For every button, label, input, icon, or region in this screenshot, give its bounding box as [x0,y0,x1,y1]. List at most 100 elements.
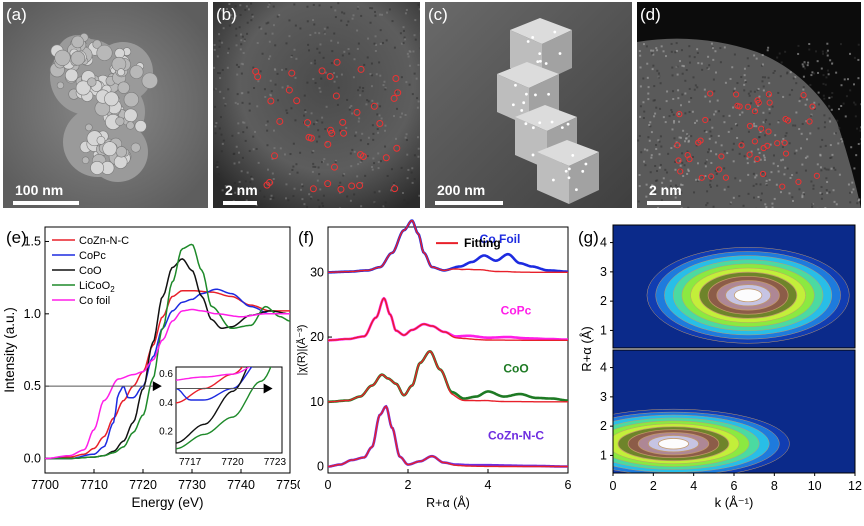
noise-speck [693,88,696,91]
noise-speck [860,103,861,106]
single-atom-marker [326,73,334,81]
noise-speck [313,23,316,26]
y-tick-label: 0.0 [24,452,41,466]
noise-speck [857,43,860,46]
noise-speck [215,122,218,125]
single-atom-marker [684,152,691,159]
noise-speck [276,72,279,75]
noise-speck [828,105,831,108]
noise-speck [850,146,853,149]
noise-speck [681,72,684,75]
noise-speck [779,191,782,194]
noise-speck [650,156,653,159]
noise-speck [272,178,275,181]
noise-speck [360,14,363,17]
noise-speck [717,134,720,137]
x-tick-label: 0 [610,479,617,493]
noise-speck [781,158,784,161]
noise-speck [715,153,718,156]
noise-speck [729,202,732,205]
noise-speck [240,185,243,188]
noise-speck [669,179,672,182]
noise-speck [351,148,354,151]
noise-speck [264,32,267,35]
noise-speck [216,165,219,168]
noise-speck [399,32,402,35]
noise-speck [304,110,307,113]
single-atom-marker [755,99,762,106]
noise-speck [639,115,642,118]
noise-speck [743,155,746,158]
noise-speck [852,188,855,191]
noise-speck [335,75,338,78]
noise-speck [706,67,709,70]
noise-speck [316,119,319,122]
x-tick-label: 7720 [129,478,157,492]
particle [92,39,102,49]
noise-speck [778,52,781,55]
particle [87,77,97,87]
noise-speck [682,65,685,68]
single-atom-marker [800,92,807,99]
noise-speck [697,178,700,181]
noise-speck [318,51,321,54]
noise-speck [322,204,325,207]
panel-label: (f) [298,228,314,247]
noise-speck [753,125,756,128]
noise-speck [682,129,685,132]
noise-speck [322,56,325,59]
single-atom-marker [746,122,754,130]
noise-speck [741,140,744,143]
noise-speck [664,121,667,124]
noise-speck [239,13,242,16]
noise-speck [361,132,364,135]
noise-speck [823,167,826,170]
noise-speck [357,42,360,45]
single-atom-marker [806,118,813,125]
micrograph-c-image [425,2,632,208]
noise-speck [694,84,697,87]
noise-speck [376,113,379,116]
noise-speck [773,197,776,200]
noise-speck [240,43,243,46]
noise-speck [679,104,682,107]
noise-speck [367,37,370,40]
particle [117,68,125,77]
noise-speck [309,197,312,200]
noise-speck [214,125,217,128]
noise-speck [330,62,333,65]
noise-speck [681,183,684,186]
noise-speck [680,49,683,52]
single-atom-marker [707,90,714,97]
noise-speck [664,55,667,58]
noise-speck [638,185,641,188]
noise-speck [311,170,314,173]
noise-speck [765,206,768,208]
noise-speck [821,192,824,195]
noise-speck [301,198,304,201]
single-atom-marker [702,116,709,124]
noise-speck [239,4,242,7]
noise-speck [371,165,374,168]
surface-particle [538,52,542,56]
noise-speck [373,202,376,205]
noise-speck [239,33,242,36]
noise-speck [318,173,321,176]
noise-speck [384,88,387,91]
cube-top [515,105,577,131]
noise-speck [804,103,807,106]
noise-speck [657,72,660,75]
noise-speck [793,152,796,155]
noise-speck [685,137,688,140]
particle [115,146,128,158]
noise-speck [415,77,418,80]
noise-speck [672,90,675,93]
particle [85,123,93,132]
noise-speck [837,108,840,111]
noise-speck [860,126,861,129]
legend-label: Fitting [464,236,501,250]
noise-speck [334,16,337,19]
noise-speck [716,184,719,187]
noise-speck [795,111,798,114]
noise-speck [794,124,797,127]
